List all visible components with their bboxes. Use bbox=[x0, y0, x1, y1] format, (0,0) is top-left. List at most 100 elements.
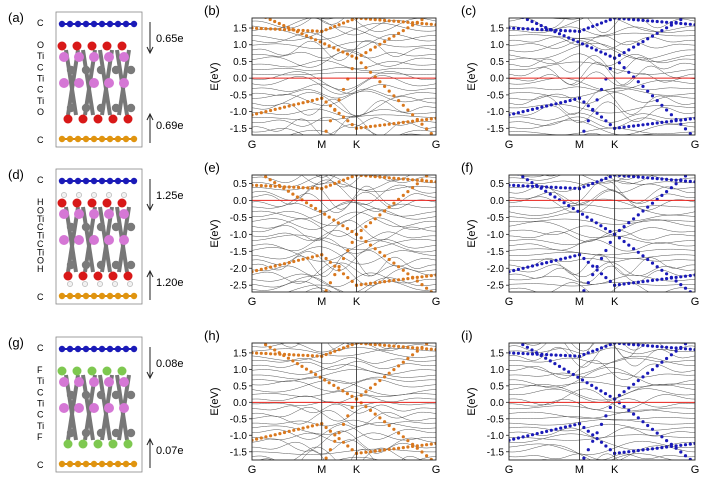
highlighted-band-point bbox=[364, 125, 368, 129]
highlighted-band-point bbox=[530, 19, 534, 24]
highlighted-band-point bbox=[646, 447, 650, 451]
carbon-atom bbox=[126, 390, 136, 400]
highlighted-band-point bbox=[309, 204, 313, 208]
background-band bbox=[509, 156, 695, 162]
highlighted-band-point bbox=[622, 405, 626, 409]
background-band bbox=[509, 18, 695, 32]
charge-bottom-label: 1.20e bbox=[156, 277, 184, 289]
carbon-atom bbox=[96, 103, 106, 113]
highlighted-band-point bbox=[669, 186, 674, 190]
highlighted-band-point bbox=[368, 281, 373, 285]
highlighted-band-point bbox=[387, 89, 391, 93]
highlighted-band-point bbox=[397, 99, 401, 103]
carbon-atom-blue bbox=[58, 177, 66, 185]
highlighted-band-point bbox=[641, 280, 645, 284]
carbon-atom-blue bbox=[114, 177, 122, 185]
highlighted-band-point bbox=[665, 20, 669, 24]
highlighted-band-point bbox=[406, 120, 410, 124]
highlighted-band-point bbox=[392, 94, 396, 98]
background-band bbox=[252, 401, 436, 407]
highlighted-band-point bbox=[300, 32, 304, 36]
highlighted-band-point bbox=[674, 279, 678, 283]
highlighted-band-point bbox=[406, 277, 410, 281]
highlighted-band-point bbox=[309, 36, 313, 40]
y-tick-label: -1.5 bbox=[230, 447, 248, 458]
highlighted-band-point bbox=[387, 37, 391, 41]
highlighted-band-point bbox=[415, 349, 419, 353]
highlighted-band-point bbox=[627, 243, 631, 247]
highlighted-band-point bbox=[345, 227, 349, 231]
highlighted-band-point bbox=[530, 27, 535, 31]
highlighted-band-point bbox=[571, 38, 575, 42]
highlighted-band-point bbox=[665, 356, 669, 361]
highlighted-band-point bbox=[304, 34, 309, 38]
y-tick-label: -0.5 bbox=[487, 213, 505, 224]
highlighted-band-point bbox=[318, 40, 322, 44]
highlighted-band-point bbox=[586, 26, 590, 30]
y-tick-label: -2.0 bbox=[230, 264, 248, 275]
highlighted-band-point bbox=[516, 26, 521, 31]
highlighted-band-point bbox=[259, 436, 263, 440]
highlighted-band-point bbox=[434, 335, 437, 338]
highlighted-band-point bbox=[378, 379, 382, 383]
highlighted-band-point bbox=[679, 283, 683, 287]
background-band bbox=[252, 4, 436, 8]
background-band bbox=[509, 427, 695, 439]
y-tick-label: 0.5 bbox=[490, 381, 504, 392]
panel-label: (g) bbox=[8, 335, 24, 350]
carbon-atom bbox=[111, 103, 121, 113]
highlighted-band-point bbox=[383, 420, 387, 424]
y-tick-label: 0.0 bbox=[233, 74, 247, 85]
highlighted-band-point bbox=[632, 449, 636, 453]
highlighted-band-point bbox=[571, 206, 575, 211]
highlighted-band-point bbox=[562, 201, 566, 205]
highlighted-band-point bbox=[636, 175, 640, 179]
highlighted-band-point bbox=[688, 22, 692, 26]
y-axis-label: E(eV) bbox=[466, 62, 478, 90]
highlighted-band-point bbox=[387, 176, 391, 180]
background-band bbox=[252, 446, 436, 460]
background-band bbox=[252, 191, 436, 213]
highlighted-band-point bbox=[318, 375, 322, 379]
background-band bbox=[252, 60, 436, 69]
arrow-head bbox=[146, 269, 154, 278]
titanium-atom bbox=[119, 377, 129, 387]
highlighted-band-point bbox=[521, 435, 525, 439]
highlighted-band-point bbox=[641, 420, 645, 424]
highlighted-band-point bbox=[650, 34, 655, 38]
background-band bbox=[509, 150, 695, 171]
highlighted-band-point bbox=[526, 108, 530, 113]
highlighted-band-point bbox=[415, 182, 419, 186]
highlighted-band-point bbox=[333, 181, 337, 186]
highlighted-band-point bbox=[660, 103, 664, 107]
background-band bbox=[252, 137, 436, 146]
termination-atom bbox=[123, 271, 133, 281]
highlighted-band-point bbox=[341, 422, 346, 426]
carbon-atom bbox=[126, 260, 136, 270]
x-kpoint-label: K bbox=[611, 139, 619, 151]
carbon-atom-orange bbox=[82, 135, 90, 143]
highlighted-band-point bbox=[571, 372, 575, 377]
highlighted-band-point bbox=[655, 364, 659, 368]
carbon-atom-orange bbox=[122, 135, 130, 143]
highlighted-band-point bbox=[655, 19, 659, 24]
hydrogen-atom bbox=[91, 192, 97, 198]
highlighted-band-point bbox=[273, 348, 277, 352]
highlighted-band-point bbox=[679, 122, 683, 126]
highlighted-band-point bbox=[346, 344, 350, 348]
highlighted-band-point bbox=[545, 104, 549, 108]
highlighted-band-point bbox=[282, 430, 287, 435]
highlighted-band-point bbox=[674, 21, 678, 25]
highlighted-band-point bbox=[562, 34, 566, 38]
highlighted-band-point bbox=[585, 215, 589, 219]
y-tick-label: 1.0 bbox=[490, 365, 504, 376]
highlighted-band-point bbox=[314, 372, 318, 377]
highlighted-band-point bbox=[364, 225, 368, 229]
background-band bbox=[572, 291, 586, 292]
highlighted-band-point bbox=[636, 448, 640, 453]
background-band bbox=[252, 237, 436, 254]
background-band bbox=[252, 22, 436, 40]
x-kpoint-label: K bbox=[353, 139, 361, 151]
highlighted-band-point bbox=[679, 275, 683, 279]
highlighted-band-point bbox=[387, 279, 391, 283]
